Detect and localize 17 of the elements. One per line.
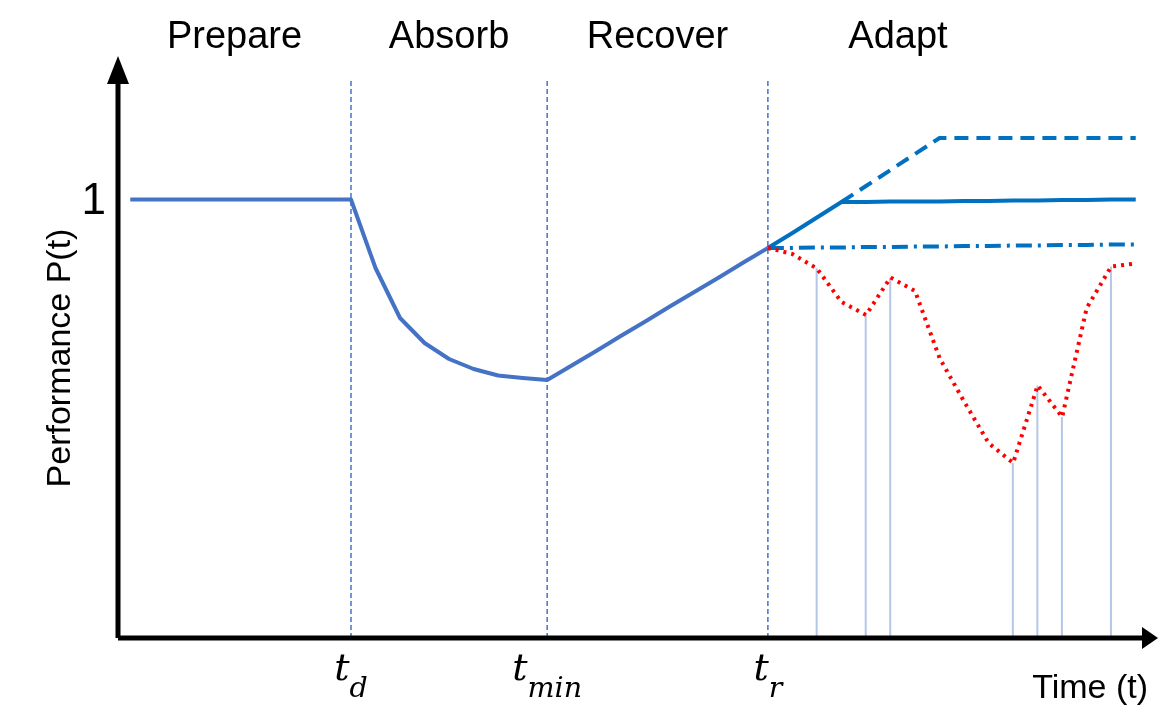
- x-tick-label: t$_{d}$: [334, 645, 368, 704]
- x-tick-label: t$_{r}$: [753, 645, 785, 704]
- text: 1: [80, 173, 106, 224]
- bar: [1109, 266, 1112, 638]
- text: Recover: [585, 14, 730, 57]
- text: Prepare: [165, 14, 304, 57]
- bar: [815, 268, 818, 638]
- text: Adapt: [847, 14, 949, 57]
- text: Absorb: [387, 14, 511, 57]
- bar: [1036, 385, 1039, 638]
- bar: [864, 315, 867, 638]
- bar: [1060, 417, 1063, 638]
- y-axis-title: Performance P(t): [39, 228, 78, 488]
- bar: [889, 277, 892, 638]
- x-tick-label: t$_{min}$: [512, 645, 583, 704]
- x-axis-title: Time (t): [1032, 667, 1148, 705]
- bar: [1011, 463, 1014, 638]
